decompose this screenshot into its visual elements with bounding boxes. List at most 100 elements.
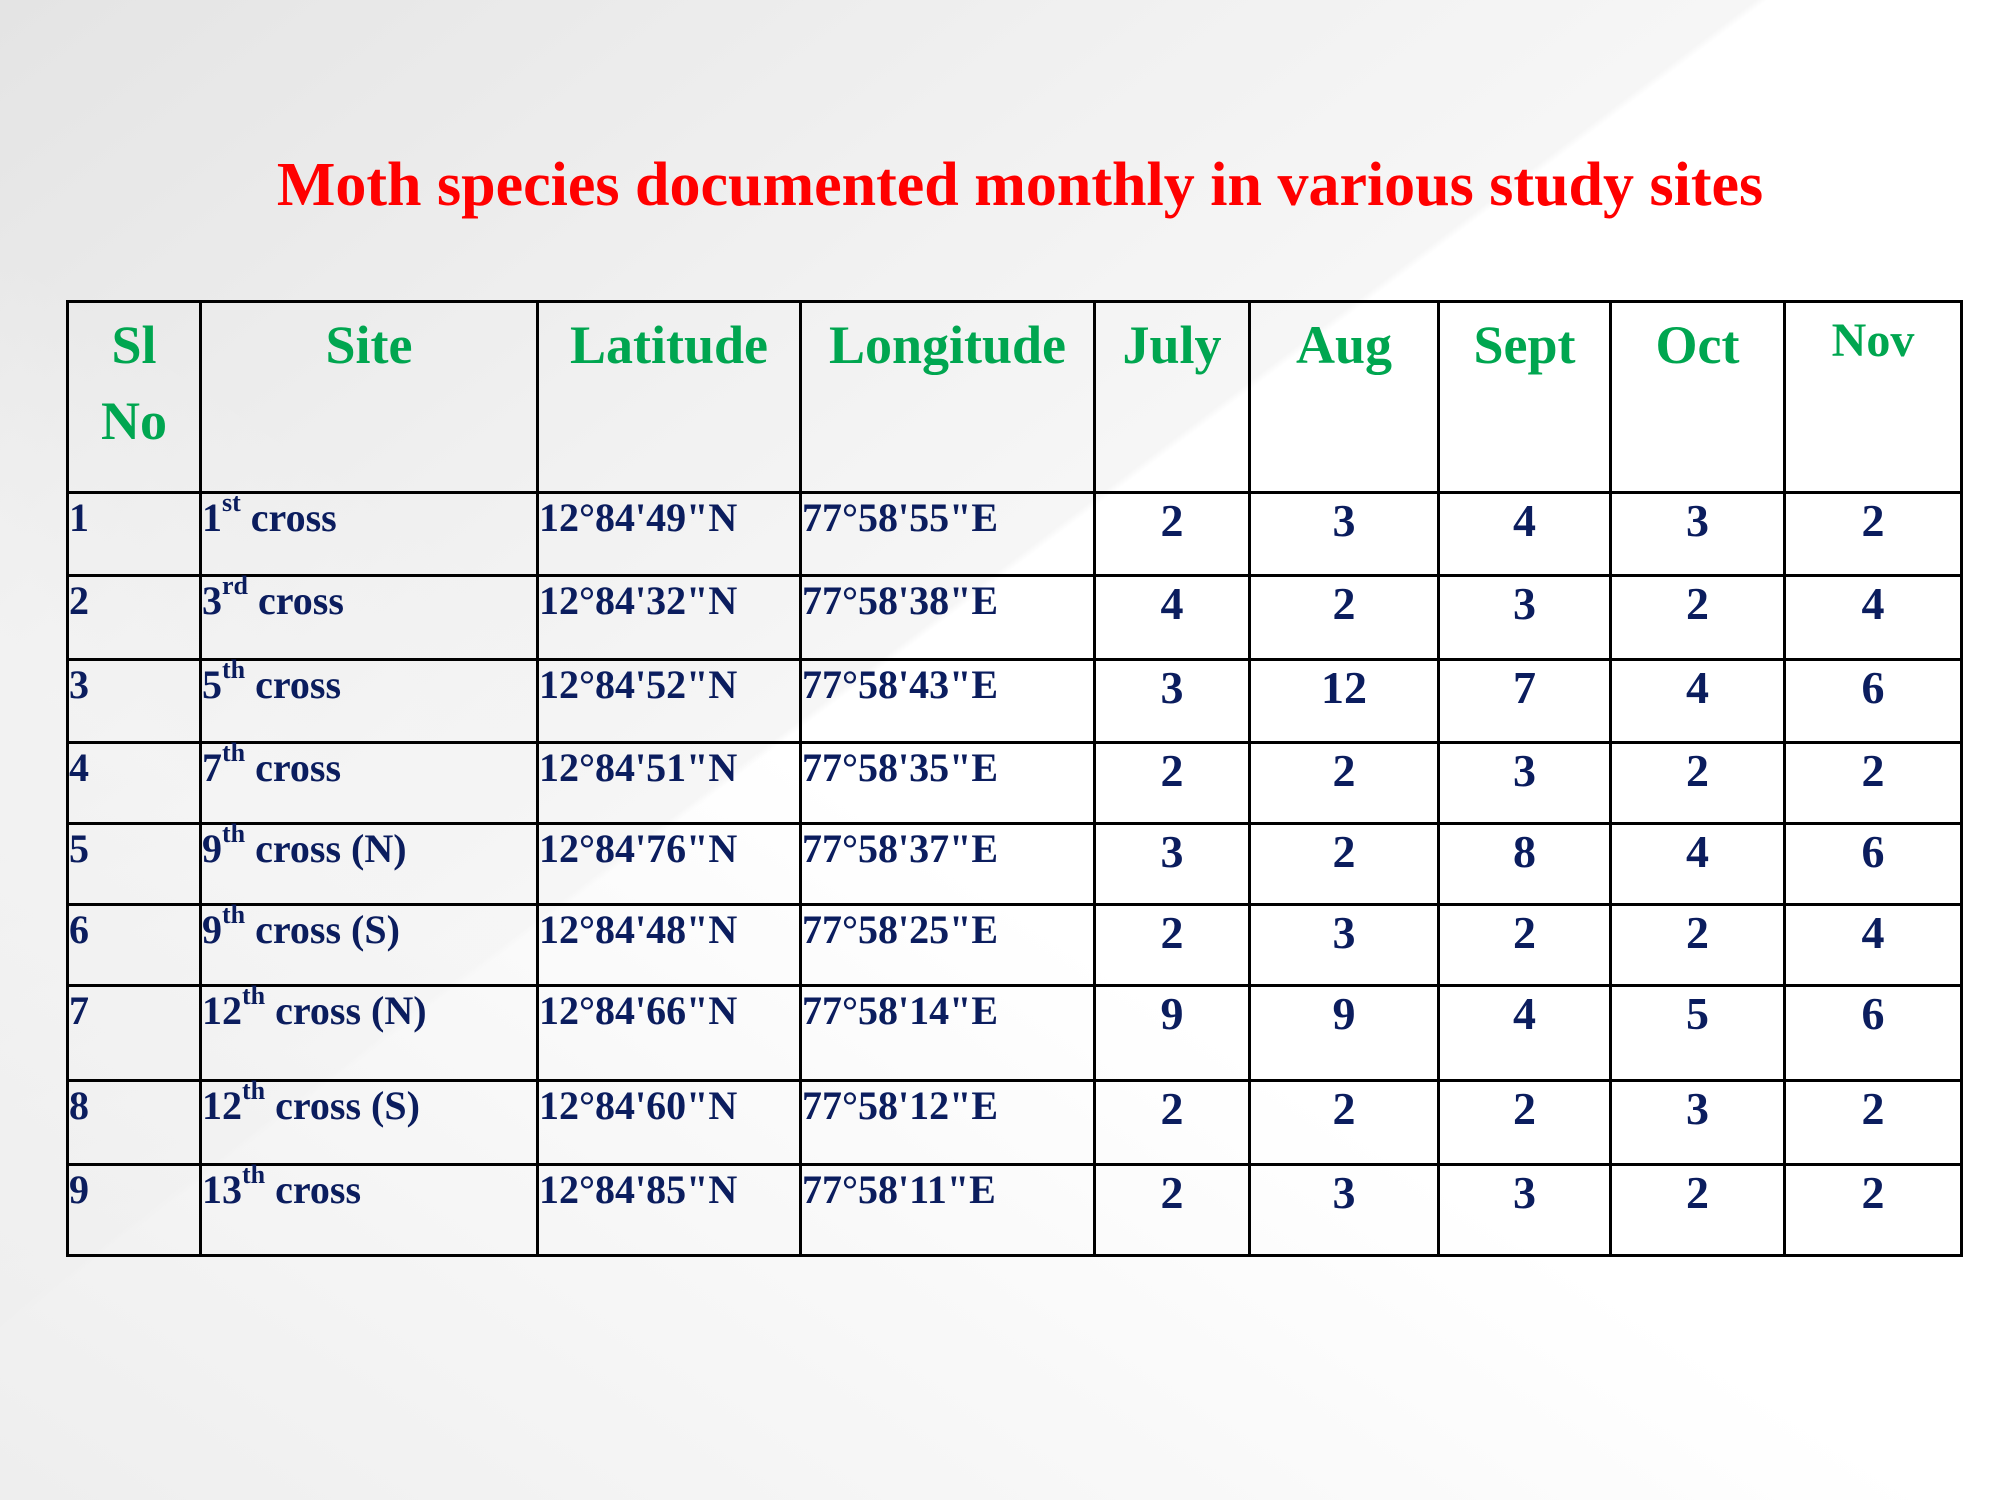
cell-july: 2 — [1093, 741, 1251, 825]
site-number: 9 — [202, 826, 222, 871]
cell-sept: 2 — [1437, 1079, 1612, 1166]
cell-sl-no: 1 — [66, 491, 202, 577]
cell-longitude: 77°58'35"E — [799, 741, 1096, 825]
cell-site: 13th cross — [199, 1160, 539, 1257]
cell-nov: 6 — [1783, 822, 1963, 906]
header-nov: Nov — [1783, 300, 1963, 494]
cell-site: 9th cross (N) — [199, 819, 539, 906]
cell-nov: 4 — [1783, 574, 1963, 661]
site-name: cross — [248, 578, 344, 623]
cell-july: 9 — [1093, 984, 1251, 1082]
cell-oct: 2 — [1609, 903, 1786, 987]
header-sl-no-line1: Sl — [111, 315, 157, 375]
header-site: Site — [199, 300, 539, 494]
header-aug: Aug — [1248, 300, 1440, 494]
cell-july: 2 — [1093, 903, 1251, 987]
cell-longitude: 77°58'25"E — [799, 903, 1096, 987]
cell-sl-no: 6 — [66, 903, 202, 987]
cell-site: 12th cross (N) — [199, 981, 539, 1082]
table-row: 3 5th cross 12°84'52"N 77°58'43"E 3 12 7… — [66, 655, 1963, 744]
site-ordinal-suffix: th — [222, 819, 246, 848]
table-row: 7 12th cross (N) 12°84'66"N 77°58'14"E 9… — [66, 981, 1963, 1082]
cell-oct: 2 — [1609, 741, 1786, 825]
cell-oct: 4 — [1609, 658, 1786, 744]
site-name: cross (S) — [265, 1083, 420, 1128]
cell-july: 2 — [1093, 1163, 1251, 1257]
cell-nov: 6 — [1783, 984, 1963, 1082]
site-name: cross — [245, 745, 342, 790]
table-row: 4 7th cross 12°84'51"N 77°58'35"E 2 2 3 … — [66, 738, 1963, 825]
cell-latitude: 12°84'49"N — [536, 491, 802, 577]
cell-aug: 2 — [1248, 741, 1440, 825]
site-ordinal-suffix: th — [242, 981, 266, 1010]
header-sl-no: Sl No — [66, 300, 202, 494]
table-row: 9 13th cross 12°84'85"N 77°58'11"E 2 3 3… — [66, 1160, 1963, 1257]
cell-sl-no: 9 — [66, 1163, 202, 1257]
site-number: 7 — [202, 745, 222, 790]
cell-oct: 2 — [1609, 574, 1786, 661]
cell-site: 9th cross (S) — [199, 900, 539, 987]
cell-nov: 2 — [1783, 1079, 1963, 1166]
header-row: Sl No Site Latitude Longitude July Aug Se… — [66, 300, 1963, 494]
table-row: 2 3rd cross 12°84'32"N 77°58'38"E 4 2 3 … — [66, 571, 1963, 661]
cell-aug: 2 — [1248, 1079, 1440, 1166]
cell-sl-no: 5 — [66, 822, 202, 906]
cell-latitude: 12°84'60"N — [536, 1079, 802, 1166]
cell-site: 1st cross — [199, 488, 539, 577]
cell-latitude: 12°84'51"N — [536, 741, 802, 825]
cell-nov: 2 — [1783, 1163, 1963, 1257]
cell-latitude: 12°84'48"N — [536, 903, 802, 987]
site-number: 9 — [202, 907, 222, 952]
cell-site: 12th cross (S) — [199, 1076, 539, 1166]
site-name: cross (S) — [245, 907, 400, 952]
moth-species-table: Sl No Site Latitude Longitude July Aug Se… — [66, 300, 1963, 1257]
cell-latitude: 12°84'52"N — [536, 658, 802, 744]
cell-oct: 4 — [1609, 822, 1786, 906]
cell-sl-no: 8 — [66, 1079, 202, 1166]
site-ordinal-suffix: st — [222, 488, 241, 517]
cell-sl-no: 2 — [66, 574, 202, 661]
cell-july: 3 — [1093, 822, 1251, 906]
table-row: 5 9th cross (N) 12°84'76"N 77°58'37"E 3 … — [66, 819, 1963, 906]
cell-longitude: 77°58'43"E — [799, 658, 1096, 744]
site-name: cross — [265, 1167, 362, 1212]
cell-oct: 2 — [1609, 1163, 1786, 1257]
cell-july: 2 — [1093, 1079, 1251, 1166]
site-ordinal-suffix: th — [222, 655, 246, 684]
cell-aug: 3 — [1248, 903, 1440, 987]
cell-sept: 8 — [1437, 822, 1612, 906]
cell-aug: 9 — [1248, 984, 1440, 1082]
site-ordinal-suffix: th — [222, 738, 246, 767]
cell-longitude: 77°58'14"E — [799, 984, 1096, 1082]
cell-sept: 3 — [1437, 741, 1612, 825]
cell-aug: 2 — [1248, 822, 1440, 906]
cell-sept: 3 — [1437, 574, 1612, 661]
cell-july: 3 — [1093, 658, 1251, 744]
header-sept: Sept — [1437, 300, 1612, 494]
header-oct: Oct — [1609, 300, 1786, 494]
site-name: cross (N) — [245, 826, 407, 871]
site-number: 3 — [202, 578, 222, 623]
cell-oct: 3 — [1609, 1079, 1786, 1166]
cell-site: 5th cross — [199, 655, 539, 744]
cell-site: 7th cross — [199, 738, 539, 825]
cell-oct: 5 — [1609, 984, 1786, 1082]
site-name: cross — [245, 662, 342, 707]
table-row: 8 12th cross (S) 12°84'60"N 77°58'12"E 2… — [66, 1076, 1963, 1166]
cell-sept: 4 — [1437, 984, 1612, 1082]
cell-july: 4 — [1093, 574, 1251, 661]
cell-sept: 2 — [1437, 903, 1612, 987]
cell-latitude: 12°84'66"N — [536, 984, 802, 1082]
site-ordinal-suffix: rd — [222, 571, 248, 600]
table-row: 6 9th cross (S) 12°84'48"N 77°58'25"E 2 … — [66, 900, 1963, 987]
cell-longitude: 77°58'11"E — [799, 1163, 1096, 1257]
site-name: cross — [240, 495, 337, 540]
cell-site: 3rd cross — [199, 571, 539, 661]
cell-latitude: 12°84'76"N — [536, 822, 802, 906]
header-longitude: Longitude — [799, 300, 1096, 494]
cell-aug: 2 — [1248, 574, 1440, 661]
site-number: 13 — [202, 1167, 242, 1212]
page-title: Moth species documented monthly in vario… — [276, 151, 1764, 219]
cell-longitude: 77°58'37"E — [799, 822, 1096, 906]
site-ordinal-suffix: th — [242, 1160, 266, 1189]
